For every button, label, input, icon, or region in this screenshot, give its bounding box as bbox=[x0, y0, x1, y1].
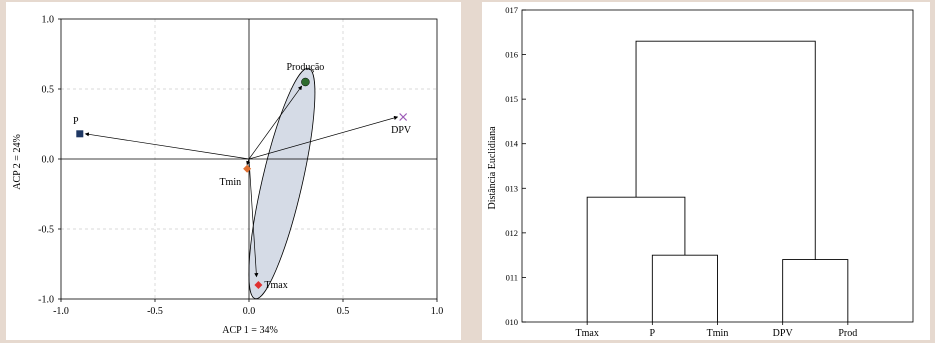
pca-x-tick-label: -0.5 bbox=[147, 306, 163, 317]
dendrogram-y-tick-label: 011 bbox=[506, 272, 518, 282]
pca-y-tick-label: 0.0 bbox=[42, 155, 55, 166]
pca-vector-dpv bbox=[248, 115, 399, 160]
pca-x-tick-label: 1.0 bbox=[431, 306, 444, 317]
dendrogram-y-axis-label: Distância Euclidiana bbox=[487, 126, 498, 210]
dendrogram-link-tmax-ptmin bbox=[586, 196, 686, 322]
dendrogram-link-dpv-prod bbox=[782, 259, 849, 322]
pca-y-tick-label: 1.0 bbox=[42, 15, 55, 26]
pca-biplot-panel: ACP 2 = 24% ACP 1 = 34% -1.0 -0.5 0.0 0.5 1.… bbox=[6, 2, 461, 340]
pca-x-tick-label: -1.0 bbox=[53, 306, 69, 317]
dendrogram-y-tick-label: 010 bbox=[505, 317, 518, 327]
dendrogram-link-p-tmin bbox=[651, 254, 718, 322]
pca-biplot-chart: ACP 2 = 24% ACP 1 = 34% -1.0 -0.5 0.0 0.5 1.… bbox=[12, 15, 444, 337]
pca-point-tmin bbox=[243, 164, 252, 173]
pca-x-tick-label: 0.5 bbox=[337, 306, 350, 317]
pca-vector-tmax bbox=[248, 158, 259, 278]
pca-point-tmin-label: Tmin bbox=[219, 177, 241, 188]
pca-vector-p bbox=[84, 132, 250, 160]
dendrogram-y-tick-label: 014 bbox=[505, 139, 519, 149]
dendrogram-leaf-label: Tmax bbox=[576, 328, 599, 339]
dendrogram-y-tick-label: 017 bbox=[505, 5, 518, 15]
pca-point-tmax-label: Tmax bbox=[264, 280, 287, 291]
pca-x-axis-label: ACP 1 = 34% bbox=[222, 325, 278, 336]
dendrogram-leaf-label: DPV bbox=[773, 328, 794, 339]
pca-y-axis-label: ACP 2 = 24% bbox=[12, 134, 23, 190]
dendrogram-chart: Distância Euclidiana 010 011 012 013 014 015 0… bbox=[487, 5, 914, 339]
dendrogram-leaf-label: P bbox=[650, 328, 656, 339]
dendrogram-y-tick-label: 012 bbox=[505, 228, 518, 238]
dendrogram-leaf-label: Prod bbox=[838, 328, 857, 339]
pca-x-marker-stroke bbox=[399, 113, 408, 121]
pca-point-p-label: P bbox=[73, 116, 79, 127]
dendrogram-leaf-label: Tmin bbox=[707, 328, 729, 339]
pca-point-dpv bbox=[399, 113, 408, 121]
pca-y-tick-label: -0.5 bbox=[38, 225, 54, 236]
dendrogram-panel: Distância Euclidiana 010 011 012 013 014 015 0… bbox=[482, 2, 930, 340]
pca-group-ellipse bbox=[248, 67, 316, 300]
dendrogram-y-tick-label: 016 bbox=[505, 50, 518, 60]
dendrogram-y-tick-label: 015 bbox=[505, 94, 518, 104]
pca-x-tick-label: 0.0 bbox=[243, 306, 256, 317]
pca-y-tick-label: 0.5 bbox=[42, 85, 55, 96]
dendrogram-y-tick-label: 013 bbox=[505, 183, 518, 193]
pca-point-tmax bbox=[254, 281, 263, 289]
pca-point-dpv-label: DPV bbox=[391, 125, 412, 136]
pca-point-p bbox=[76, 130, 84, 138]
pca-point-produo bbox=[301, 77, 310, 87]
pca-y-tick-label: -1.0 bbox=[38, 295, 54, 306]
pca-point-produo-label: Produção bbox=[287, 62, 325, 73]
pca-vector-produção bbox=[248, 85, 303, 160]
dendrogram-link-tmaxptmin-dpvprod bbox=[635, 40, 816, 260]
pca-vector-tmin bbox=[246, 158, 251, 166]
